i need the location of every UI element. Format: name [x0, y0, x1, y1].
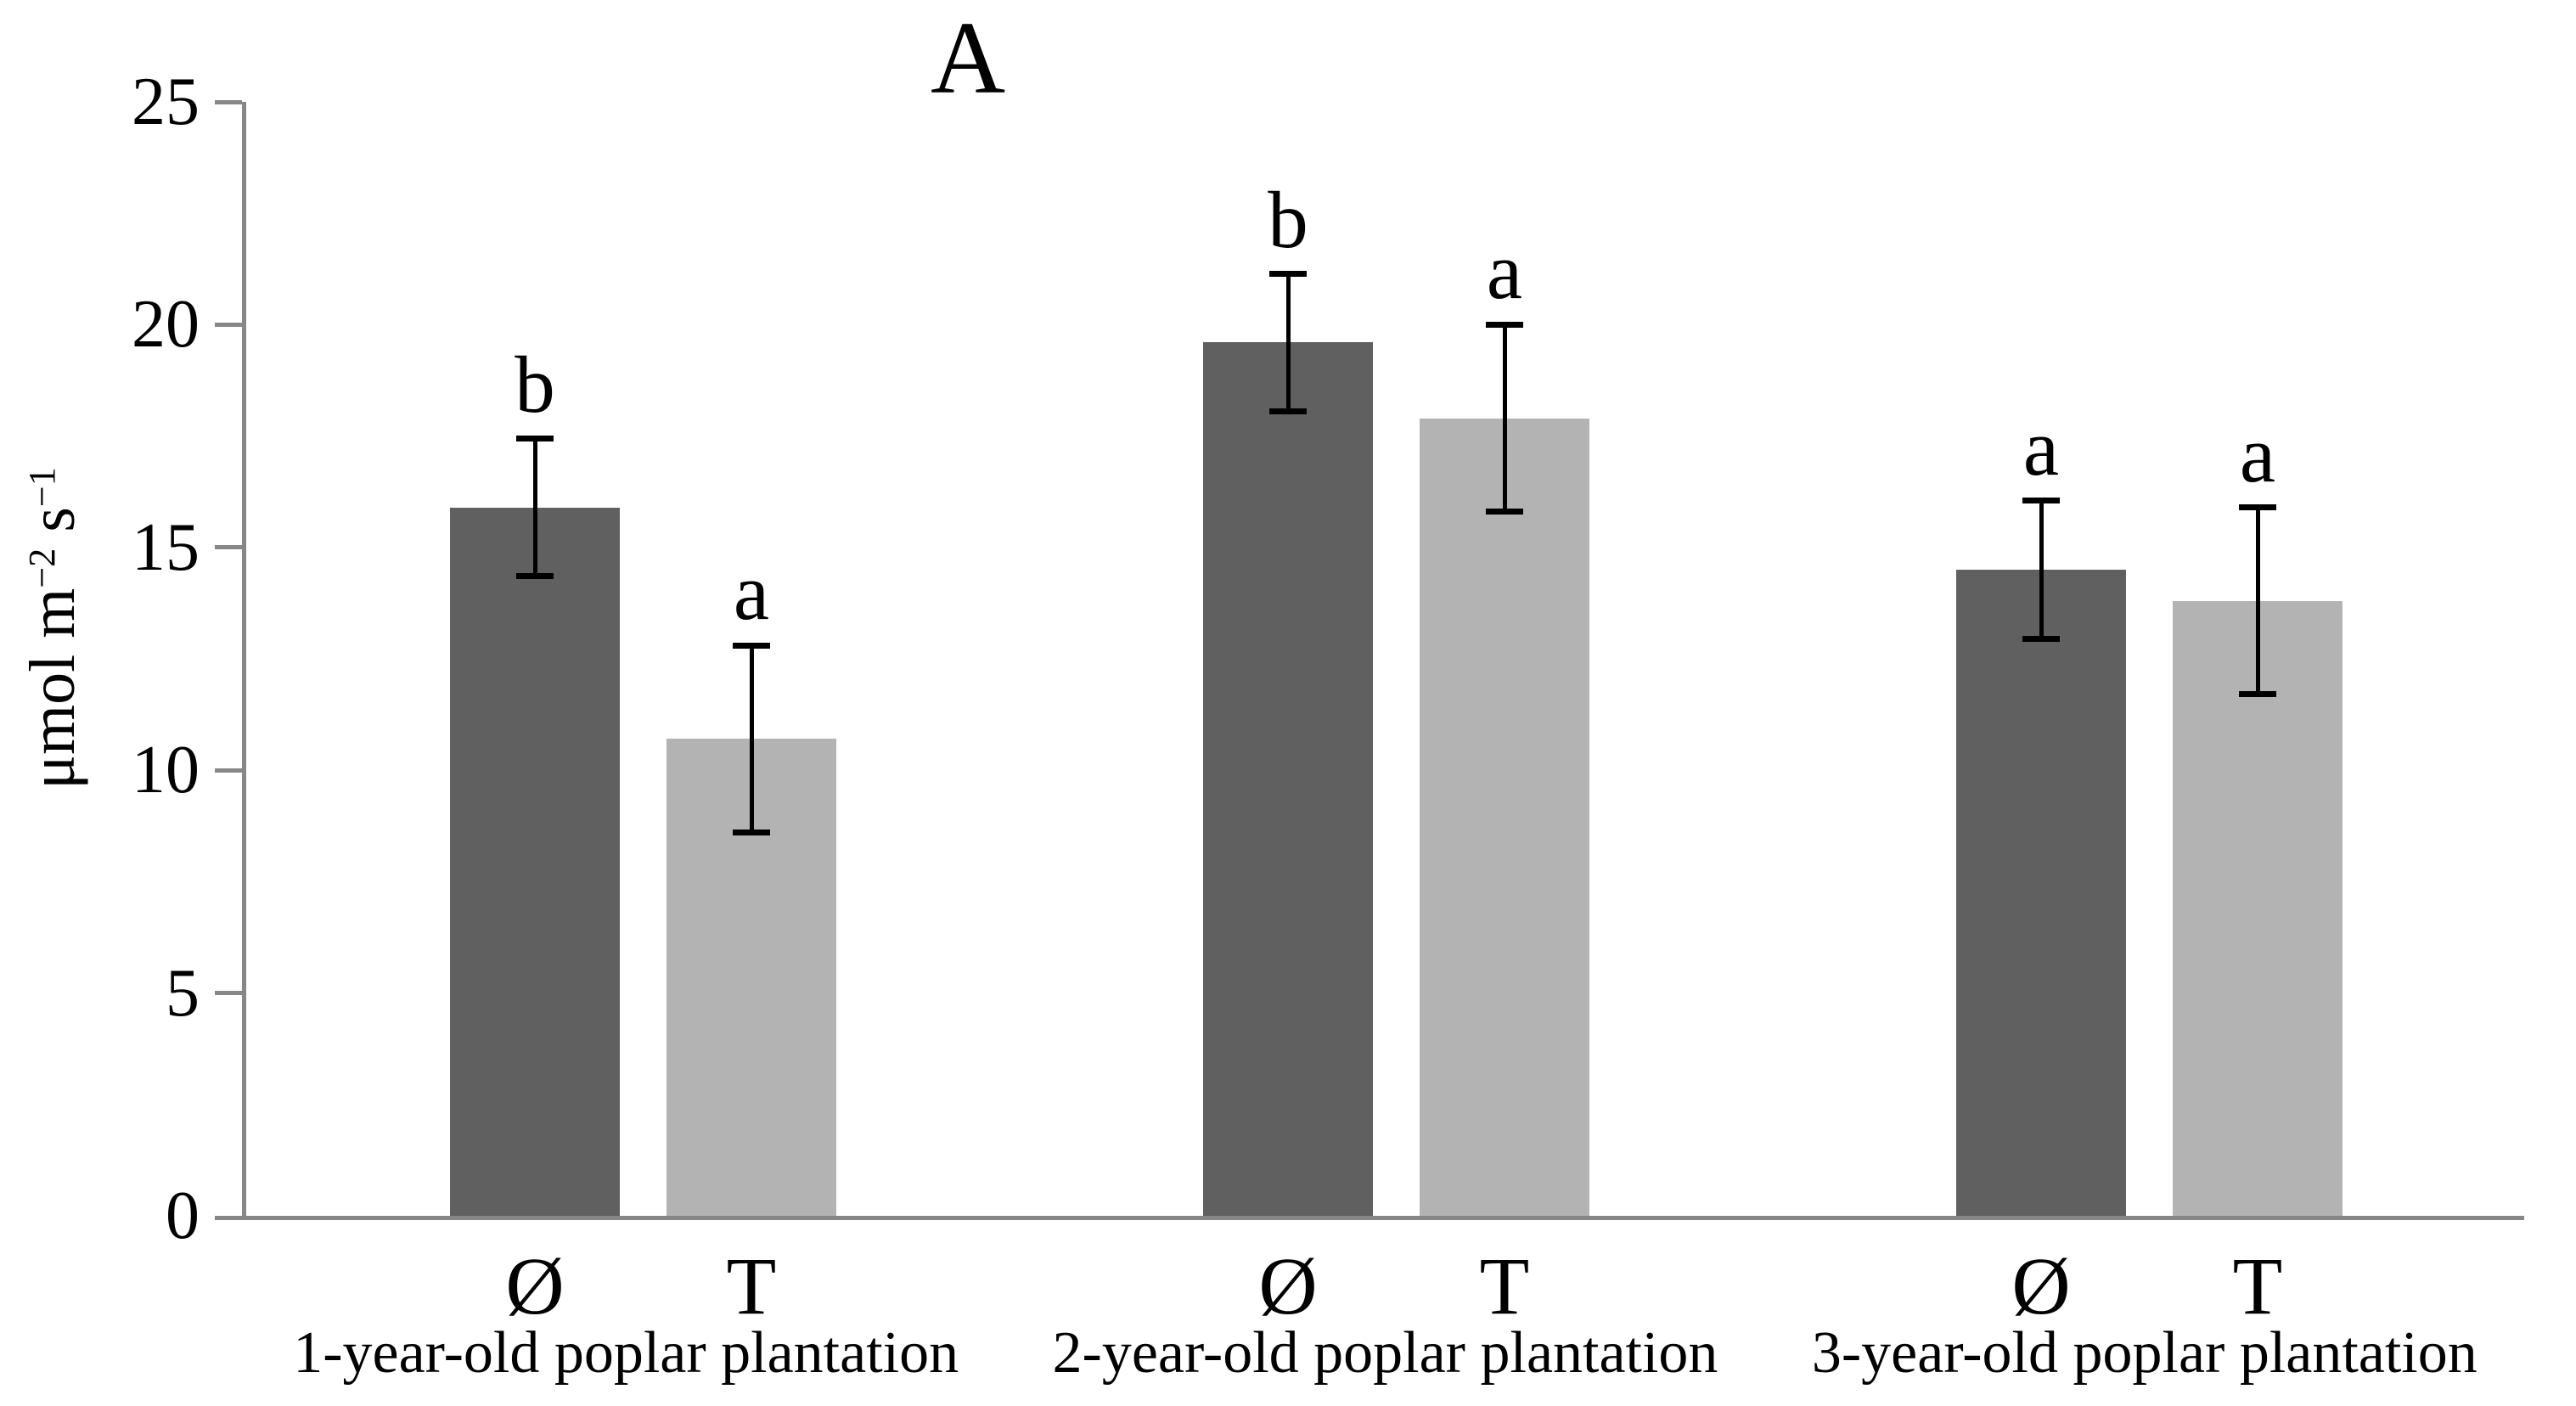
y-tick-mark — [215, 991, 242, 996]
error-bar-cap-bottom — [2022, 635, 2060, 642]
error-bar-cap-bottom — [1486, 509, 1523, 515]
error-bar-cap-bottom — [733, 830, 770, 836]
error-bar-cap-bottom — [516, 573, 554, 580]
category-label: 1-year-old poplar plantation — [293, 1320, 959, 1386]
error-bar — [1285, 273, 1291, 412]
treatment-label-T-group3: T — [2232, 1240, 2283, 1331]
significance-letter: b — [1268, 175, 1308, 266]
error-bar — [1502, 324, 1507, 512]
y-tick-mark — [215, 545, 242, 550]
error-bar-cap-top — [516, 435, 554, 441]
bar-Ø-group2 — [1203, 342, 1373, 1216]
y-tick-label: 20 — [132, 287, 200, 363]
y-tick-mark — [215, 322, 242, 327]
error-bar — [2255, 507, 2260, 695]
treatment-label-Ø-group1: Ø — [505, 1240, 565, 1331]
error-bar-cap-bottom — [1269, 408, 1307, 415]
error-bar — [749, 645, 754, 833]
significance-letter: a — [1486, 226, 1523, 317]
treatment-label-Ø-group2: Ø — [1258, 1240, 1318, 1331]
bar-T-group2 — [1420, 418, 1589, 1216]
treatment-label-T-group1: T — [726, 1240, 777, 1331]
y-axis-title-exponent: −1 — [21, 467, 64, 508]
category-label: 3-year-old poplar plantation — [1811, 1320, 2478, 1386]
error-bar-cap-top — [1269, 270, 1307, 277]
significance-letter: a — [733, 547, 770, 638]
panel-title: A — [930, 1, 1006, 115]
bar-Ø-group1 — [450, 507, 620, 1216]
y-tick-label: 15 — [132, 509, 200, 585]
y-tick-mark — [215, 99, 242, 104]
y-tick-label: 5 — [166, 955, 200, 1031]
treatment-label-T-group2: T — [1479, 1240, 1530, 1331]
error-bar-cap-bottom — [2239, 691, 2276, 698]
category-label: 2-year-old poplar plantation — [1052, 1320, 1718, 1386]
y-tick-mark — [215, 768, 242, 773]
error-bar-cap-top — [2239, 504, 2276, 511]
bar-Ø-group3 — [1956, 570, 2126, 1216]
error-bar — [2039, 500, 2044, 639]
error-bar-cap-top — [1486, 321, 1523, 328]
x-axis-line — [215, 1216, 246, 1220]
significance-letter: a — [2239, 408, 2276, 499]
y-tick-label: 25 — [132, 65, 200, 139]
significance-letter: a — [2022, 402, 2060, 492]
bar-T-group3 — [2173, 600, 2343, 1216]
significance-letter: b — [515, 340, 555, 430]
error-bar-cap-top — [2022, 498, 2060, 504]
y-tick-label: 0 — [166, 1178, 200, 1253]
error-bar-cap-top — [733, 642, 770, 649]
treatment-label-Ø-group3: Ø — [2011, 1240, 2071, 1331]
y-tick-label: 10 — [132, 733, 200, 808]
error-bar — [532, 438, 537, 576]
